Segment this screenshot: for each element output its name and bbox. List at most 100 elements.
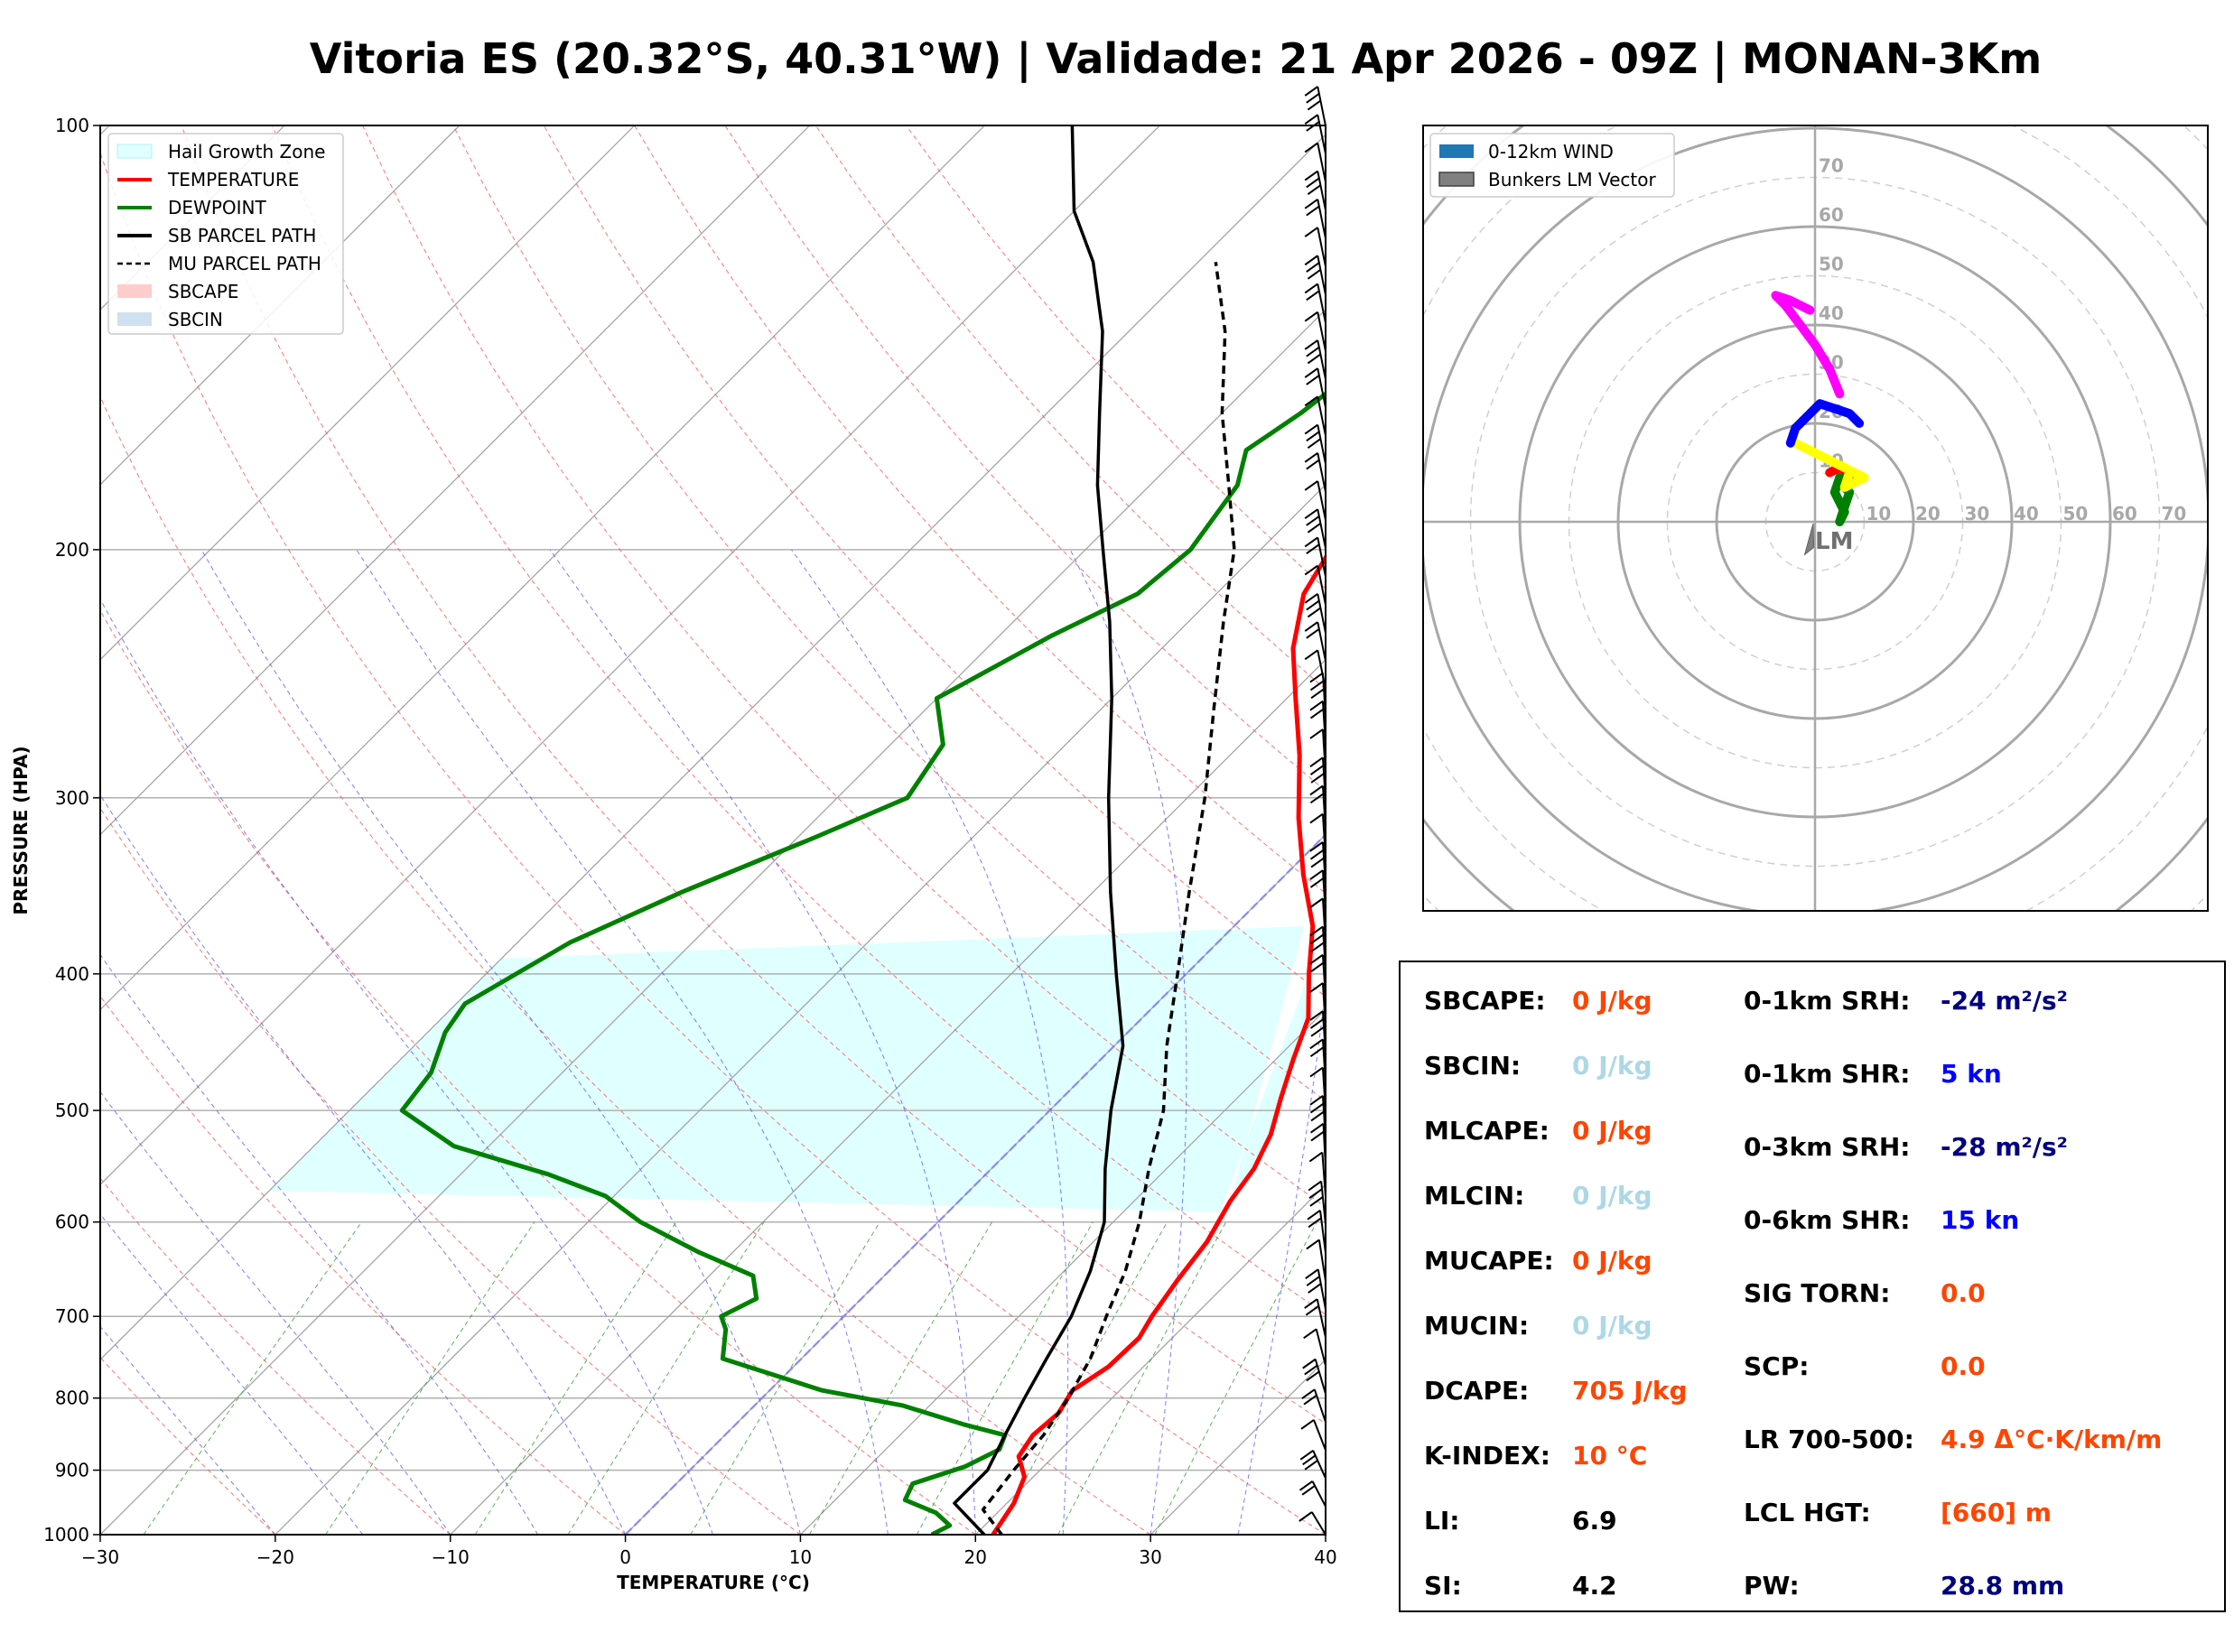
isotherm-line [800,1008,1326,1535]
param-label: LCL HGT: [1744,1498,1871,1527]
wind-barb [1317,367,1326,408]
legend-box [107,133,344,335]
wind-barb-flag [1304,255,1318,266]
wind-barb-flag [1304,86,1318,97]
wind-barb-flag [1304,142,1318,153]
wind-barb [1317,1239,1326,1282]
dry-adiabat [100,807,801,1535]
wind-barb-flag [1306,515,1320,526]
isotherm-line [275,484,1326,1535]
moist-adiabat [356,549,889,1535]
wind-barb-flag [1306,1239,1320,1250]
wind-barb [1317,86,1326,126]
wind-barb-flag [1309,1094,1324,1106]
wind-barb [1317,508,1326,549]
wind-barb-flag [1308,1188,1323,1200]
wind-barb-flag [1301,1388,1316,1399]
wind-barb-flag [1306,346,1320,357]
isotherm-line [100,134,1326,1360]
wind-barb-flag [1309,933,1325,945]
wind-barb-flag [1304,1460,1318,1471]
wind-barb [1321,898,1326,943]
wind-barb-flag [1304,593,1318,604]
param-label: SI: [1424,1571,1462,1601]
param-value: 0 J/kg [1572,1311,1652,1341]
param-label: 0-1km SHR: [1744,1059,1911,1089]
wind-barb [1317,396,1326,436]
wind-barb [1317,143,1326,182]
wind-barb-flag [1306,92,1320,104]
wind-barb-flag [1299,1449,1314,1461]
wind-barb-flag [1309,897,1324,909]
wind-barb-flag [1310,1110,1325,1122]
wind-barb [1321,701,1326,747]
wind-barb [1321,1067,1326,1112]
wind-barb-flag [1309,708,1325,719]
mu-parcel-path-line [981,262,1236,1535]
dry-adiabat [181,125,1326,1425]
isotherm-line [100,125,285,311]
legend-label: TEMPERATURE [167,169,299,190]
param-label: SBCAPE: [1424,986,1546,1016]
wind-barb-flag [1306,121,1320,132]
wind-barb [1321,1152,1326,1197]
y-tick-label: 100 [55,115,89,136]
mixing-ratio-line [474,1221,677,1535]
wind-barb-flag [1306,177,1320,189]
wind-barb [1317,171,1326,211]
param-value: 6.9 [1572,1506,1617,1536]
mixing-ratio-line [916,1221,1094,1535]
wind-barb-flag [1306,375,1320,385]
x-tick-label: 20 [964,1546,987,1568]
hail-growth-zone [269,926,1309,1212]
param-label: PW: [1744,1571,1800,1601]
dry-adiabat [100,1356,276,1535]
wind-barb-flag [1306,205,1320,217]
dry-adiabat [814,125,1326,691]
wind-barb-flag [1309,793,1325,804]
wind-barb [1317,114,1326,154]
wind-barb [1321,869,1326,915]
param-label: LI: [1424,1506,1460,1536]
param-value: 0 J/kg [1572,986,1652,1016]
param-label: 0-6km SHR: [1744,1205,1911,1235]
wind-barb-flag [1309,756,1324,767]
wind-barb-flag [1308,1151,1323,1163]
wind-barb-flag [1309,1018,1325,1029]
wind-barb-flag [1309,1102,1325,1114]
wind-barb-flag [1306,628,1320,639]
wind-barb-flag [1307,607,1321,618]
moist-adiabat [100,1091,451,1535]
wind-barb-flag [1304,480,1318,491]
wind-barb-flag [1307,438,1321,449]
wind-barb-flag [1309,953,1324,965]
wind-barb-flag [1305,1268,1319,1279]
wind-barb-flag [1310,857,1325,868]
wind-barb-flag [1306,431,1320,442]
dry-adiabat [271,125,1326,1315]
param-value: 705 J/kg [1572,1376,1688,1406]
wind-barb [1317,593,1326,634]
legend-label: Hail Growth Zone [168,141,325,162]
wind-barb-flag [1299,1480,1314,1491]
wind-barb-flag [1309,982,1324,993]
wind-barb [1317,424,1326,465]
isotherm-line [974,1183,1326,1535]
dry-adiabat [362,125,1326,1208]
wind-barb-flag [1308,1283,1322,1294]
param-label: DCAPE: [1424,1376,1530,1406]
legend-swatch [116,144,153,159]
y-tick-label: 500 [55,1100,89,1121]
moist-adiabat [100,794,627,1535]
freezing-isotherm [624,832,1326,1535]
param-label: MLCIN: [1424,1181,1525,1211]
isotherm-line [100,125,810,836]
wind-barb-flag [1302,1358,1317,1369]
x-axis-label: TEMPERATURE (°C) [617,1572,810,1593]
x-tick-label: 30 [1139,1546,1161,1568]
wind-barb [1317,255,1326,295]
wind-barb [1317,283,1326,323]
wind-barb-flag [1304,199,1318,209]
moist-adiabat [791,549,1069,1535]
skewt-legend: Hail Growth Zone TEMPERATURE DEWPOINT SB PA… [107,133,344,335]
